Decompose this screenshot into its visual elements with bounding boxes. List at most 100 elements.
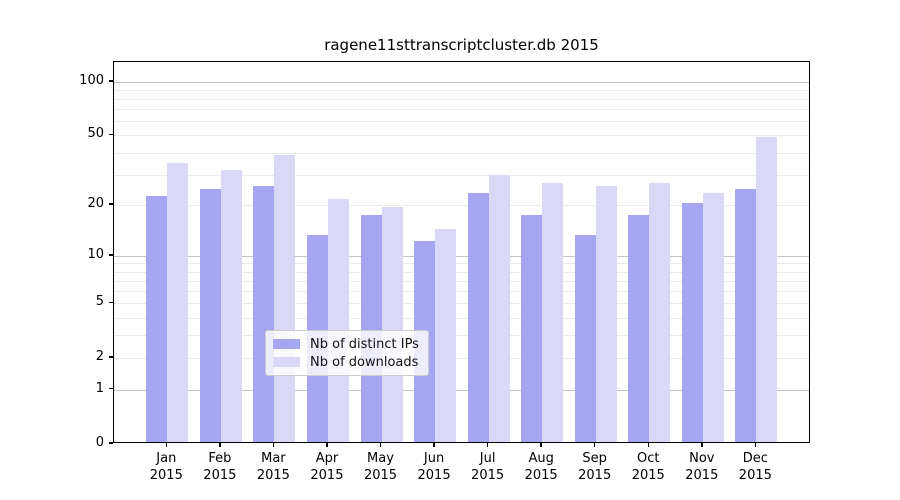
legend-label-0: Nb of distinct IPs: [310, 336, 419, 352]
bar-nov-distinct-ips: [681, 203, 703, 442]
y-tick-1: [109, 387, 113, 390]
bar-jan-downloads: [167, 162, 189, 442]
x-tick-label-jul: Jul 2015: [458, 450, 518, 484]
y-tick-0: [109, 442, 113, 444]
month-label: Oct: [637, 451, 660, 466]
gridline-major-1: [114, 389, 809, 391]
y-tick-label-2: 2: [95, 348, 104, 364]
gridline-major-100: [114, 81, 809, 83]
x-tick-mar: [272, 443, 275, 447]
x-tick-apr: [326, 443, 328, 447]
year-label: 2015: [256, 468, 290, 483]
gridline-40: [114, 152, 809, 154]
month-label: Nov: [689, 451, 715, 466]
x-tick-aug: [540, 443, 542, 447]
bar-dec-distinct-ips: [735, 189, 757, 442]
month-label: Aug: [528, 451, 554, 466]
bar-mar-downloads: [274, 154, 296, 442]
y-tick-20: [109, 203, 113, 205]
gridline-5: [114, 303, 809, 305]
legend: Nb of distinct IPs Nb of downloads: [265, 330, 429, 376]
y-tick-100: [109, 80, 113, 82]
chart-title: ragene11sttranscriptcluster.db 2015: [324, 36, 599, 54]
x-tick-label-mar: Mar 2015: [243, 450, 303, 484]
x-tick-label-apr: Apr 2015: [297, 450, 357, 484]
gridline-70: [114, 109, 809, 111]
bar-may-distinct-ips: [360, 215, 382, 442]
y-tick-label-5: 5: [95, 294, 104, 310]
year-label: 2015: [417, 468, 451, 483]
y-tick-10: [109, 254, 113, 256]
x-tick-feb: [219, 443, 221, 447]
x-tick-jan: [165, 443, 168, 447]
month-label: Jan: [156, 451, 177, 466]
x-tick-oct: [647, 443, 649, 447]
bar-nov-downloads: [702, 192, 724, 442]
legend-item-1: Nb of downloads: [273, 353, 420, 371]
year-label: 2015: [738, 468, 772, 483]
gridline-60: [114, 121, 809, 123]
year-label: 2015: [363, 468, 398, 483]
legend-item-0: Nb of distinct IPs: [273, 335, 420, 353]
bar-sep-distinct-ips: [574, 234, 596, 442]
month-label: Apr: [315, 451, 339, 466]
y-tick-label-100: 100: [79, 72, 104, 88]
bar-aug-downloads: [542, 183, 564, 442]
x-tick-label-jun: Jun 2015: [404, 450, 464, 484]
y-tick-50: [109, 133, 113, 136]
x-tick-may: [379, 443, 382, 447]
y-tick-label-20: 20: [87, 196, 104, 212]
gridline-90: [114, 89, 809, 91]
gridline-4: [114, 317, 809, 319]
year-label: 2015: [310, 468, 344, 483]
month-label: Jul: [479, 451, 496, 466]
month-label: Feb: [208, 451, 232, 466]
bar-oct-distinct-ips: [628, 215, 650, 442]
x-tick-label-oct: Oct 2015: [618, 450, 678, 484]
year-label: 2015: [471, 468, 505, 483]
year-label: 2015: [149, 468, 183, 483]
legend-swatch-0: [273, 339, 300, 349]
x-tick-label-dec: Dec 2015: [725, 450, 785, 484]
x-tick-label-jan: Jan 2015: [136, 450, 196, 484]
gridline-80: [114, 99, 809, 101]
plot-area: [113, 61, 810, 443]
x-tick-label-feb: Feb 2015: [190, 450, 250, 484]
gridline-30: [114, 174, 809, 176]
bar-sep-downloads: [595, 186, 617, 442]
gridline-3: [114, 335, 809, 337]
bar-apr-downloads: [327, 199, 349, 442]
month-label: Mar: [261, 451, 286, 466]
gridline-9: [114, 263, 809, 265]
bar-aug-distinct-ips: [521, 215, 543, 442]
y-tick-label-50: 50: [87, 126, 104, 142]
year-label: 2015: [685, 468, 719, 483]
bar-mar-distinct-ips: [253, 186, 275, 442]
x-tick-label-sep: Sep 2015: [565, 450, 625, 484]
bar-dec-downloads: [756, 136, 778, 442]
month-label: Jun: [423, 451, 445, 466]
bar-jul-downloads: [488, 175, 510, 442]
legend-swatch-1: [273, 357, 300, 367]
gridline-2: [114, 357, 809, 359]
year-label: 2015: [203, 468, 237, 483]
x-tick-jul: [486, 443, 489, 447]
y-tick-label-10: 10: [87, 246, 104, 262]
gridline-7: [114, 280, 809, 282]
x-tick-jun: [433, 443, 435, 447]
year-label: 2015: [631, 468, 665, 483]
y-tick-2: [109, 356, 113, 358]
y-tick-5: [109, 301, 113, 304]
year-label: 2015: [524, 468, 558, 483]
month-label: Dec: [742, 451, 768, 466]
x-tick-sep: [593, 443, 596, 447]
legend-label-1: Nb of downloads: [310, 354, 419, 370]
x-tick-nov: [701, 443, 703, 447]
bar-may-downloads: [381, 206, 403, 442]
x-tick-dec: [754, 443, 757, 447]
month-label: Sep: [582, 451, 607, 466]
bar-feb-distinct-ips: [199, 189, 221, 442]
gridline-50: [114, 135, 809, 137]
y-tick-label-1: 1: [95, 380, 104, 396]
